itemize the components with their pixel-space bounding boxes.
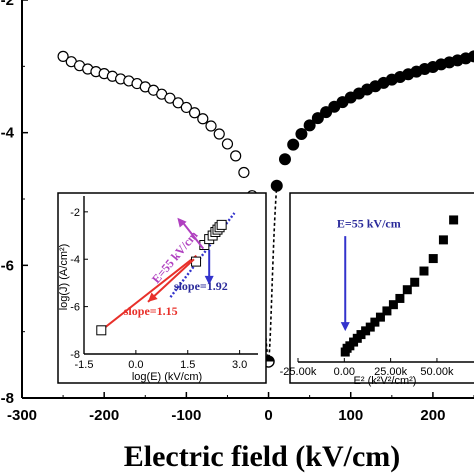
open-circle-point xyxy=(205,120,217,132)
x-tick-label: -200 xyxy=(89,407,119,424)
slope-115-arrow-shaft xyxy=(147,258,195,303)
filled-circle-point xyxy=(270,179,283,192)
x-tick-label: -100 xyxy=(171,407,201,424)
right-inset-x-tick-label: 25.00k xyxy=(374,366,408,378)
filled-circle-point xyxy=(468,50,474,63)
x-tick-label: -300 xyxy=(7,407,37,424)
open-square-point xyxy=(216,219,227,230)
right-inset-annotation-e55: E=55 kV/cm xyxy=(337,216,401,230)
inset-x-axis-title: log(E) (kV/cm) xyxy=(132,371,202,383)
e55-arrow-head xyxy=(177,217,187,228)
slope-192-arrow-head xyxy=(204,275,214,285)
open-circle-point xyxy=(188,107,201,119)
inset-y-tick-label: -4 xyxy=(70,254,80,266)
open-square-point xyxy=(191,256,202,267)
y-tick-label: -8 xyxy=(1,390,14,407)
filled-square-point xyxy=(395,293,405,303)
filled-square-point xyxy=(428,254,438,264)
filled-square-point xyxy=(438,235,448,245)
y-tick-label: -6 xyxy=(1,257,14,274)
slope-115-arrow-head xyxy=(147,292,158,302)
x-tick-label: 0 xyxy=(264,407,272,424)
filled-square-point xyxy=(410,277,420,287)
open-circle-point xyxy=(213,128,225,140)
fit-line-slope-1-15 xyxy=(100,254,198,332)
x-tick-label: 200 xyxy=(420,407,445,424)
filled-square-point xyxy=(402,285,412,295)
y-tick-label: -4 xyxy=(1,125,15,142)
filled-circle-point xyxy=(287,138,300,151)
right-inset-x-tick-label: 50.00k xyxy=(420,366,454,378)
x-axis-title: Electric field (kV/cm) xyxy=(124,440,401,473)
filled-square-point xyxy=(356,330,366,340)
filled-square-point xyxy=(375,312,385,322)
inset-y-tick-label: -2 xyxy=(70,207,80,219)
filled-square-point xyxy=(365,322,375,332)
filled-circle-point xyxy=(303,119,316,132)
inset-x-tick-label: 3.0 xyxy=(232,359,247,371)
open-circle-point xyxy=(172,97,184,109)
open-circle-point xyxy=(164,92,176,104)
open-circle-point xyxy=(230,150,242,162)
filled-circle-point xyxy=(295,127,308,140)
right-inset-arrow-head xyxy=(340,322,350,332)
right-inset-x-axis-title: E² (k²V²/cm²) xyxy=(354,375,417,387)
annotation-slope-192: slope=1.92 xyxy=(174,279,228,293)
inset-x-tick-label: 0.0 xyxy=(128,359,143,371)
open-circle-point xyxy=(238,166,250,179)
inset-x-tick-label: -1.5 xyxy=(75,359,94,371)
filled-square-point xyxy=(449,215,459,225)
filled-circle-point xyxy=(311,112,324,125)
open-circle-point xyxy=(57,50,69,62)
left-inset-plot: -1.5 0.0 1.5 3.0 -2 -4 -6 -8 log(E) (kV/cm) log(J… xyxy=(57,192,267,384)
annotation-slope-115: slope=1.15 xyxy=(124,304,178,318)
right-inset-x-tick-label: 0.00 xyxy=(334,366,355,378)
inset-y-axis-title: log(J) (A/cm²) xyxy=(58,244,70,311)
filled-circle-point xyxy=(278,153,291,166)
filled-square-point xyxy=(419,266,429,276)
y-tick-label: -2 xyxy=(1,0,14,9)
e55-arrow-shaft xyxy=(180,220,205,250)
inset-x-tick-label: 1.5 xyxy=(180,359,195,371)
open-circle-point xyxy=(197,113,209,125)
inset-y-tick-label: -6 xyxy=(70,302,80,314)
filled-square-point xyxy=(382,306,392,316)
open-circle-point xyxy=(221,138,234,150)
filled-square-point xyxy=(370,317,380,327)
right-inset-x-tick-label: -25.00k xyxy=(280,366,317,378)
right-inset-frame xyxy=(289,192,474,384)
filled-square-point xyxy=(361,326,371,336)
open-circle-point xyxy=(180,101,192,114)
x-tick-label: 100 xyxy=(338,407,363,424)
inset-y-tick-label: -8 xyxy=(70,349,80,361)
filled-square-point xyxy=(388,300,398,310)
open-square-point xyxy=(96,325,107,336)
